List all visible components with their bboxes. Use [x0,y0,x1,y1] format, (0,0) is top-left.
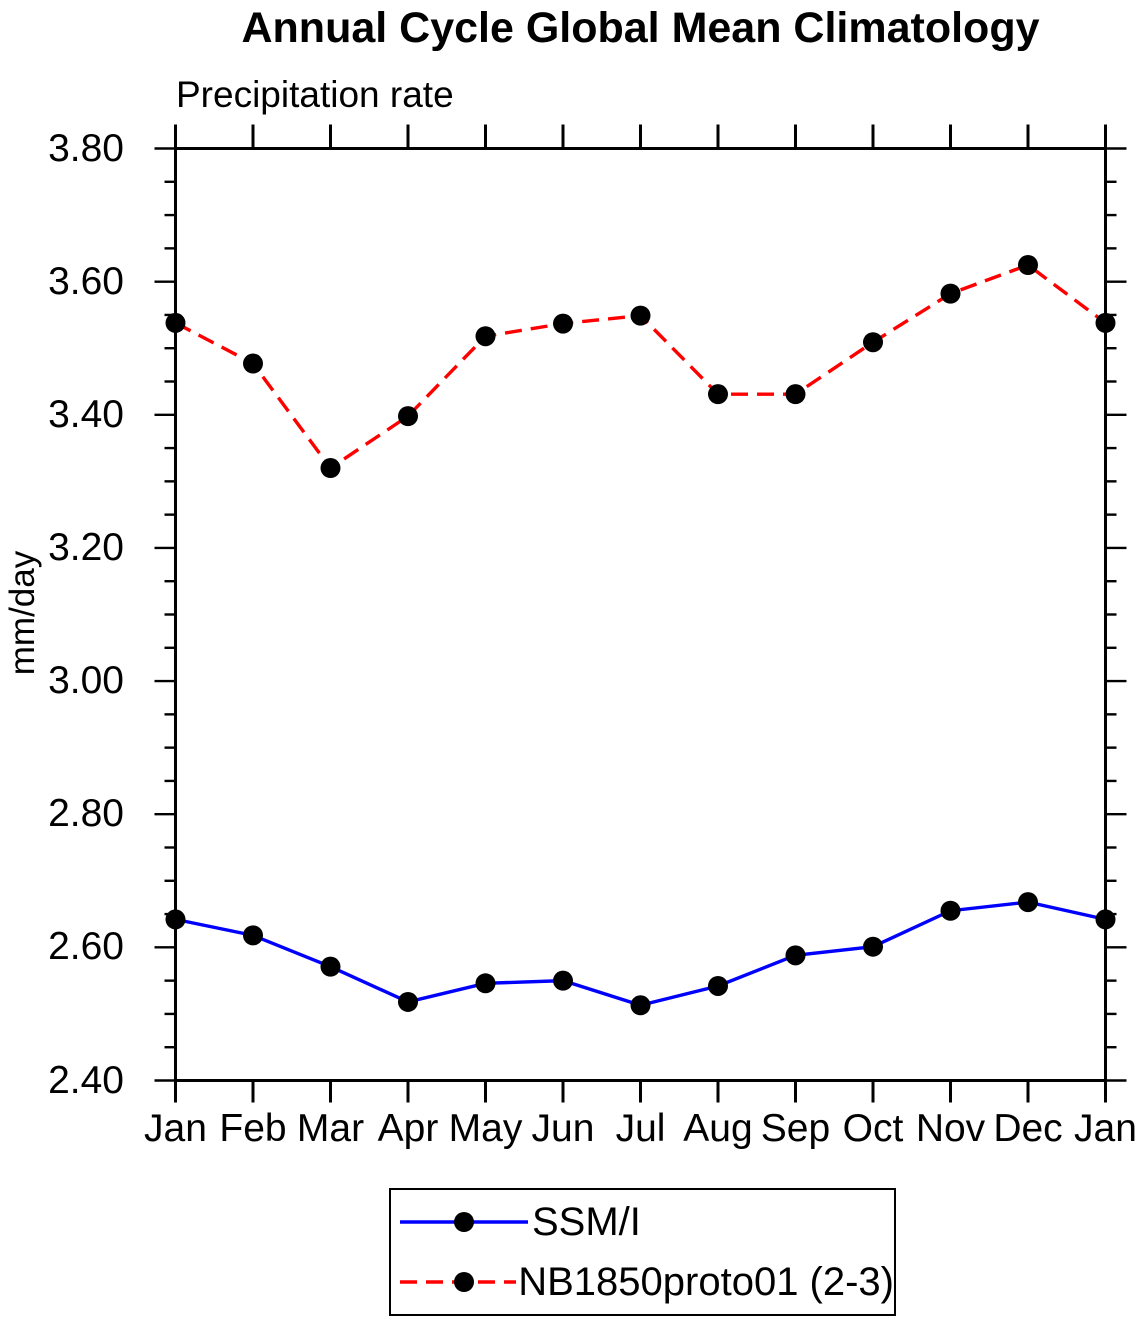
data-point-marker [165,909,186,930]
data-point-marker [940,283,961,304]
data-point-marker [475,326,496,347]
legend-sample-solid-line [400,1212,528,1232]
data-point-marker [320,458,341,479]
data-point-marker [398,406,418,427]
data-point-marker [630,995,651,1016]
legend-sample-dashed-line [400,1272,517,1292]
data-point-marker [475,973,496,994]
data-point-marker [863,332,883,353]
legend: SSM/I NB1850proto01 (2-3) [389,1188,896,1316]
data-point-marker [553,970,573,991]
data-point-marker [1095,312,1116,333]
data-point-marker [398,991,418,1012]
data-point-marker [1095,909,1116,930]
data-point-marker [708,975,728,996]
data-point-marker [1018,892,1038,913]
chart-subtitle: Precipitation rate [176,74,454,115]
legend-marker-dot-icon [454,1212,474,1232]
data-point-marker [320,956,341,977]
data-point-marker [940,900,961,921]
data-point-marker [243,925,263,946]
series-line-0 [175,900,1106,1008]
data-point-marker [165,312,186,333]
data-point-marker [785,945,806,966]
legend-item-ssmi: SSM/I [398,1200,894,1245]
data-point-marker [1018,255,1038,275]
data-point-marker [243,353,263,374]
legend-item-nb1850proto01: NB1850proto01 (2-3) [398,1260,894,1305]
data-point-marker [553,313,573,334]
data-point-marker [785,384,806,405]
legend-label-ssmi: SSM/I [532,1199,641,1244]
legend-label-nb1850proto01: NB1850proto01 (2-3) [518,1259,894,1304]
legend-marker-dot-icon [454,1272,474,1292]
chart-title: Annual Cycle Global Mean Climatology [241,4,1040,52]
data-point-marker [863,936,883,957]
data-point-marker [708,384,728,405]
data-point-marker [630,305,651,326]
series-line-1 [174,263,1107,471]
